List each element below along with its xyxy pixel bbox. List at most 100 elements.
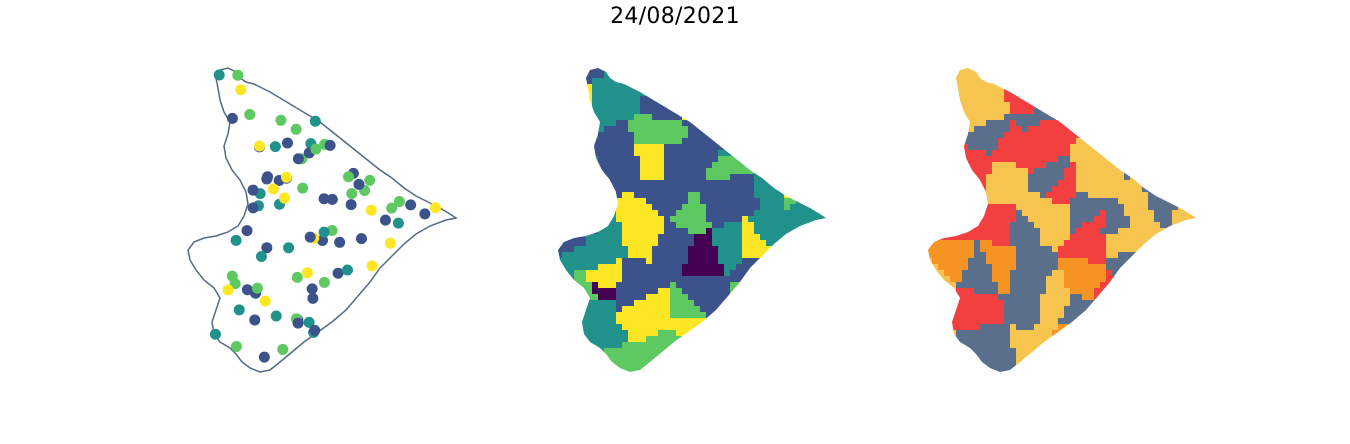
municipality-region (754, 204, 761, 211)
municipality-region (1064, 294, 1071, 301)
municipality-region (974, 240, 981, 247)
municipality-region (1064, 240, 1071, 247)
municipality-region (1004, 372, 1011, 379)
municipality-region (1010, 312, 1017, 319)
municipality-region (998, 150, 1005, 157)
municipality-region (652, 150, 659, 157)
municipality-region (568, 258, 575, 265)
municipality-region (628, 252, 635, 259)
municipality-region (694, 270, 701, 277)
municipality-region (1136, 180, 1143, 187)
municipality-region (1016, 114, 1023, 121)
municipality-region (1052, 150, 1059, 157)
municipality-region (664, 348, 671, 355)
municipality-region (1160, 204, 1167, 211)
municipality-region (1142, 240, 1149, 247)
municipality-region (646, 282, 653, 289)
municipality-region (1040, 240, 1047, 247)
municipality-region (628, 360, 635, 367)
municipality-region (1016, 264, 1023, 271)
municipality-region (736, 210, 743, 217)
municipality-region (586, 312, 593, 319)
municipality-region (718, 162, 725, 169)
municipality-region (1076, 210, 1083, 217)
municipality-region (986, 120, 993, 127)
municipality-region (1040, 126, 1047, 133)
municipality-region (1124, 210, 1131, 217)
municipality-region (700, 186, 707, 193)
municipality-region (1046, 318, 1053, 325)
municipality-region (676, 240, 683, 247)
municipality-region (580, 84, 587, 91)
municipality-region (802, 198, 809, 205)
municipality-region (1082, 264, 1089, 271)
municipality-region (568, 276, 575, 283)
municipality-region (724, 216, 731, 223)
municipality-region (986, 252, 993, 259)
municipality-region (968, 156, 975, 163)
municipality-point (209, 328, 221, 340)
municipality-region (1064, 150, 1071, 157)
municipality-region (1028, 108, 1035, 115)
municipality-region (1130, 198, 1137, 205)
municipality-region (1010, 90, 1017, 97)
municipality-region (1166, 198, 1173, 205)
municipality-region (1058, 120, 1065, 127)
municipality-region (736, 276, 743, 283)
municipality-region (1094, 288, 1101, 295)
municipality-region (1058, 324, 1065, 331)
municipality-region (956, 108, 963, 115)
municipality-region (1022, 318, 1029, 325)
municipality-region (1058, 300, 1065, 307)
municipality-region (676, 186, 683, 193)
municipality-region (586, 246, 593, 253)
municipality-region (598, 84, 605, 91)
municipality-region (610, 294, 617, 301)
municipality-region (706, 264, 713, 271)
municipality-region (1028, 156, 1035, 163)
municipality-region (1040, 222, 1047, 229)
municipality-region (1130, 204, 1137, 211)
municipality-region (1130, 192, 1137, 199)
municipality-region (1040, 132, 1047, 139)
municipality-region (1010, 156, 1017, 163)
municipality-region (1070, 294, 1077, 301)
municipality-region (1040, 300, 1047, 307)
municipality-region (1118, 180, 1125, 187)
municipality-region (1046, 288, 1053, 295)
municipality-region (706, 198, 713, 205)
municipality-region (980, 330, 987, 337)
municipality-region (974, 102, 981, 109)
municipality-region (610, 102, 617, 109)
municipality-region (664, 336, 671, 343)
municipality-region (616, 84, 623, 91)
municipality-region (646, 114, 653, 121)
municipality-region (1034, 276, 1041, 283)
municipality-region (694, 180, 701, 187)
municipality-region (1052, 246, 1059, 253)
municipality-region (1070, 288, 1077, 295)
municipality-region (670, 216, 677, 223)
municipality-region (592, 336, 599, 343)
municipality-region (574, 270, 581, 277)
municipality-region (1082, 192, 1089, 199)
municipality-region (712, 144, 719, 151)
municipality-region (688, 210, 695, 217)
municipality-region (658, 264, 665, 271)
municipality-region (646, 210, 653, 217)
municipality-region (646, 156, 653, 163)
municipality-region (658, 102, 665, 109)
municipality-region (760, 234, 767, 241)
municipality-point (341, 264, 353, 276)
municipality-point (346, 188, 358, 200)
municipality-region (986, 342, 993, 349)
municipality-region (1082, 240, 1089, 247)
municipality-region (980, 174, 987, 181)
municipality-region (700, 180, 707, 187)
municipality-region (718, 156, 725, 163)
municipality-region (772, 186, 779, 193)
municipality-region (664, 228, 671, 235)
municipality-region (676, 150, 683, 157)
municipality-region (610, 354, 617, 361)
municipality-region (628, 114, 635, 121)
